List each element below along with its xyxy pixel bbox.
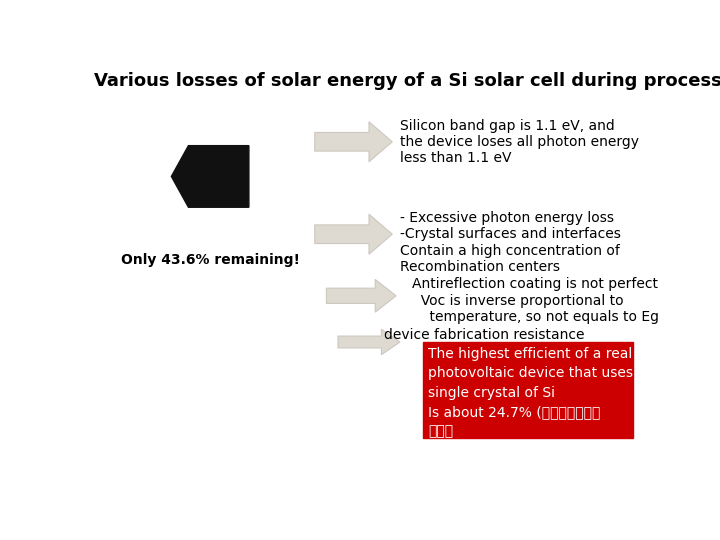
Text: Antireflection coating is not perfect
  Voc is inverse proportional to
    tempe: Antireflection coating is not perfect Vo…	[412, 278, 659, 323]
Polygon shape	[326, 279, 396, 312]
Polygon shape	[171, 146, 249, 207]
Text: device fabrication resistance: device fabrication resistance	[384, 328, 585, 342]
Text: Only 43.6% remaining!: Only 43.6% remaining!	[121, 253, 300, 267]
Text: - Excessive photon energy loss
-Crystal surfaces and interfaces
Contain a high c: - Excessive photon energy loss -Crystal …	[400, 211, 621, 274]
Text: Silicon band gap is 1.1 eV, and
the device loses all photon energy
less than 1.1: Silicon band gap is 1.1 eV, and the devi…	[400, 119, 639, 165]
Text: The highest efficient of a real
photovoltaic device that uses a
single crystal o: The highest efficient of a real photovol…	[428, 347, 646, 438]
FancyBboxPatch shape	[423, 342, 632, 438]
Polygon shape	[315, 122, 392, 162]
Polygon shape	[315, 214, 392, 254]
Polygon shape	[338, 329, 400, 355]
Text: Various losses of solar energy of a Si solar cell during processing: Various losses of solar energy of a Si s…	[94, 72, 720, 91]
